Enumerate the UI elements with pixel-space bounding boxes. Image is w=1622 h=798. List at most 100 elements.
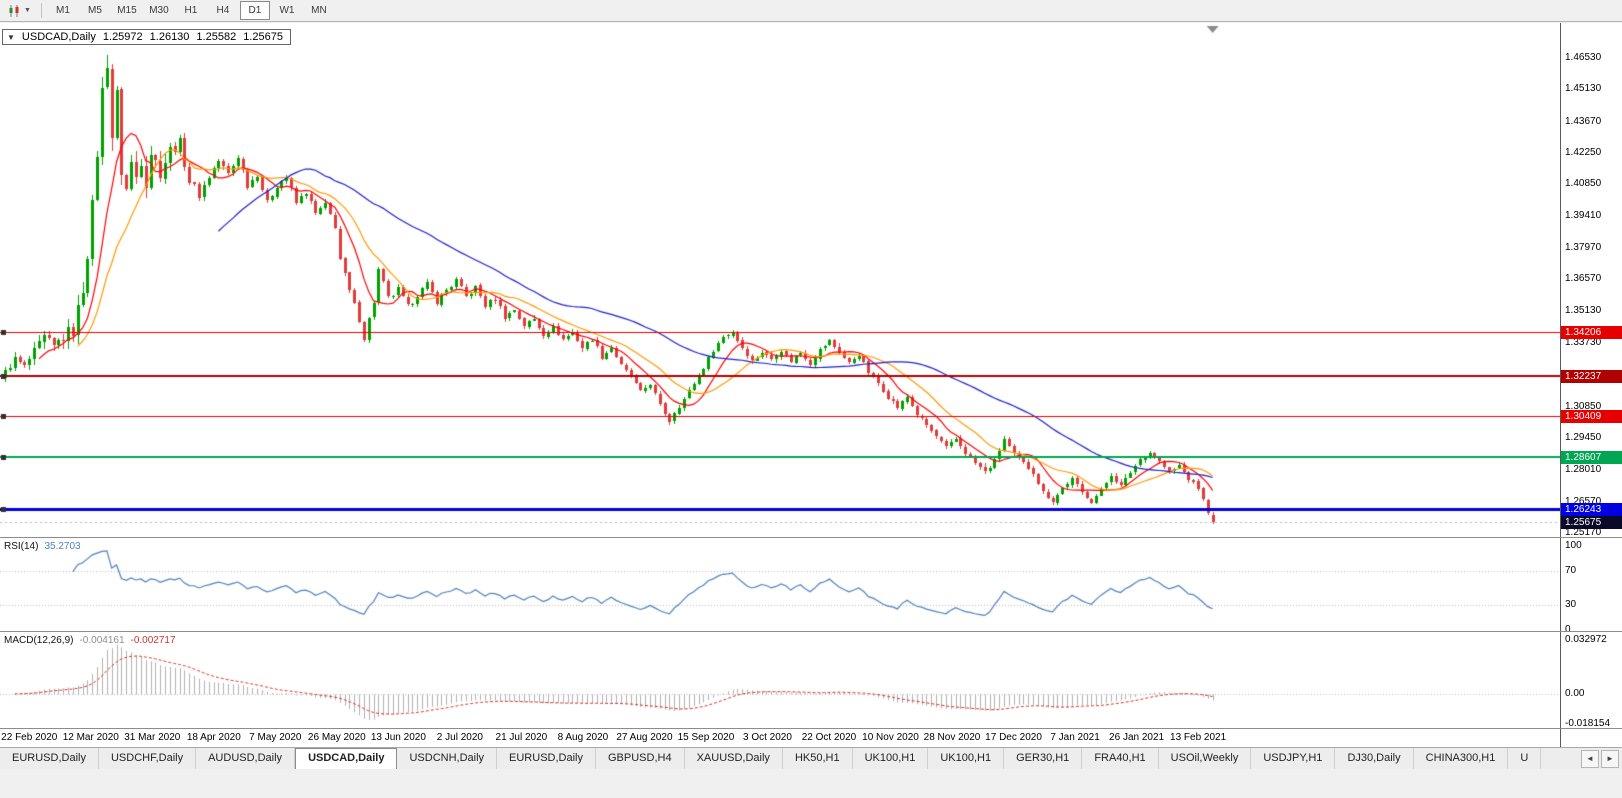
date-axis[interactable]: 22 Feb 2020 12 Mar 2020 31 Mar 2020 18 Apr … (0, 729, 1560, 747)
rsi-axis-label: 100 (1565, 540, 1582, 551)
price-axis-label: 1.39410 (1565, 210, 1602, 222)
date-axis-label: 17 Dec 2020 (985, 732, 1042, 743)
date-axis-label: 3 Oct 2020 (743, 732, 792, 743)
chart-tab-12-fra40-h1[interactable]: FRA40,H1 (1082, 748, 1159, 769)
level-price-tag: 1.30409 (1561, 410, 1622, 424)
price-axis-label: 1.40850 (1565, 178, 1602, 190)
toolbar: ▼ M1 M5 M15 M30 H1 H4 D1 W1 MN (0, 0, 1622, 22)
price-axis[interactable]: 1.46530 1.45130 1.43670 1.42250 1.40850 1.394… (1561, 23, 1622, 729)
chart-tab-6-gbpusd-h4[interactable]: GBPUSD,H4 (596, 748, 685, 769)
chart-tab-13-usoil-weekly[interactable]: USOil,Weekly (1159, 748, 1252, 769)
macd-label: MACD(12,26,9) -0.004161 -0.002717 (4, 635, 176, 646)
macd-signal-value: -0.002717 (130, 635, 176, 646)
chart-tab-8-hk50-h1[interactable]: HK50,H1 (783, 748, 853, 769)
level-price-tag: 1.26243 (1561, 503, 1622, 517)
macd-panel-canvas[interactable] (0, 632, 1560, 728)
toolbar-separator (40, 3, 42, 18)
chart-tab-0-eurusd-daily[interactable]: EURUSD,Daily (0, 748, 99, 769)
price-axis-label: 1.29450 (1565, 431, 1602, 443)
price-axis-label: 1.43670 (1565, 115, 1602, 127)
chart-tab-16-china300-h1[interactable]: CHINA300,H1 (1414, 748, 1509, 769)
price-axis-label: 1.45130 (1565, 83, 1602, 95)
chart-window: ▼ USDCAD,Daily 1.25972 1.26130 1.25582 1… (0, 23, 1622, 747)
date-axis-label: 26 Jan 2021 (1109, 732, 1165, 743)
ohlc-close: 1.25675 (243, 31, 283, 43)
timeframe-button-m30[interactable]: M30 (149, 5, 169, 16)
tab-navigation: ◄ ► (1581, 748, 1622, 769)
chart-tab-5-eurusd-daily[interactable]: EURUSD,Daily (497, 748, 596, 769)
timeframe-button-mn[interactable]: MN (311, 5, 327, 16)
chart-tab-2-audusd-daily[interactable]: AUDUSD,Daily (196, 748, 296, 769)
date-axis-label: 8 Aug 2020 (557, 732, 609, 743)
price-axis-label: 1.46530 (1565, 51, 1602, 63)
macd-name: MACD(12,26,9) (4, 635, 74, 646)
timeframe-button-m5[interactable]: M5 (87, 5, 102, 16)
price-axis-label: 1.35130 (1565, 305, 1602, 317)
price-axis-label: 1.26570 (1565, 495, 1602, 507)
date-axis-label: 26 May 2020 (307, 732, 366, 743)
date-axis-label: 13 Jun 2020 (370, 732, 426, 743)
panel-separator-dates[interactable] (0, 728, 1622, 729)
level-price-tag: 1.28607 (1561, 450, 1622, 464)
panel-separator-rsi[interactable] (0, 537, 1622, 538)
rsi-value: 35.2703 (44, 541, 81, 552)
macd-main-value: -0.004161 (79, 635, 125, 646)
timeframe-button-w1[interactable]: W1 (279, 5, 295, 16)
rsi-name: RSI(14) (4, 541, 39, 552)
chart-type-button[interactable]: ▼ (4, 2, 35, 20)
chart-tab-10-uk100-h1[interactable]: UK100,H1 (928, 748, 1005, 769)
date-axis-label: 12 Mar 2020 (62, 732, 119, 743)
timeframe-button-h1[interactable]: H1 (184, 5, 198, 16)
macd-axis-label: -0.018154 (1565, 718, 1611, 729)
rsi-axis-label: 70 (1565, 565, 1577, 577)
chart-tab-9-uk100-h1[interactable]: UK100,H1 (853, 748, 929, 769)
chart-tab-4-usdcnh-daily[interactable]: USDCNH,Daily (397, 748, 498, 769)
timeframe-button-d1[interactable]: D1 (239, 1, 270, 20)
chart-tab-7-xauusd-daily[interactable]: XAUUSD,Daily (685, 748, 783, 769)
level-price-tag: 1.34206 (1561, 326, 1622, 340)
timeframe-button-h4[interactable]: H4 (216, 5, 230, 16)
rsi-axis-label: 0 (1565, 624, 1571, 635)
date-axis-label: 7 May 2020 (249, 732, 302, 743)
candlestick-chart-icon (9, 4, 19, 17)
main-chart-canvas[interactable] (0, 23, 1560, 537)
level-price-tag: 1.32237 (1561, 369, 1622, 383)
price-axis-label: 1.30850 (1565, 400, 1602, 412)
macd-axis-label: 0.00 (1565, 688, 1585, 700)
ohlc-low: 1.25582 (196, 31, 237, 43)
chart-tab-17-u[interactable]: U (1508, 748, 1542, 769)
rsi-panel-canvas[interactable] (0, 538, 1560, 631)
timeframe-toolbar: M1 M5 M15 M30 H1 H4 D1 W1 MN (48, 1, 334, 20)
timeframe-button-m15[interactable]: M15 (117, 5, 137, 16)
timeframe-button-m1[interactable]: M1 (55, 5, 70, 16)
axis-divider (1560, 23, 1561, 747)
chart-ohlc-box[interactable]: ▼ USDCAD,Daily 1.25972 1.26130 1.25582 1… (2, 29, 291, 45)
date-axis-label: 13 Feb 2021 (1170, 732, 1227, 743)
date-axis-label: 15 Sep 2020 (677, 732, 735, 743)
price-axis-label: 1.25170 (1565, 526, 1602, 538)
rsi-axis-label: 30 (1565, 598, 1577, 610)
chart-tab-bar: EURUSD,Daily USDCHF,Daily AUDUSD,Daily USDC… (0, 747, 1622, 769)
chart-tab-15-dj30-daily[interactable]: DJ30,Daily (1335, 748, 1414, 769)
chart-tab-14-usdjpy-h1[interactable]: USDJPY,H1 (1251, 748, 1336, 769)
date-axis-label: 2 Jul 2020 (436, 732, 483, 743)
date-axis-label: 7 Jan 2021 (1050, 732, 1100, 743)
rsi-label: RSI(14) 35.2703 (4, 541, 81, 552)
collapse-arrow-icon: ▼ (7, 32, 15, 42)
chart-tabs: EURUSD,Daily USDCHF,Daily AUDUSD,Daily USDC… (0, 748, 1542, 769)
chart-tab-1-usdchf-daily[interactable]: USDCHF,Daily (99, 748, 197, 769)
date-axis-label: 21 Jul 2020 (495, 732, 548, 743)
chart-tab-3-usdcad-daily[interactable]: USDCAD,Daily (295, 748, 398, 769)
tabs-scroll-right-button[interactable]: ► (1601, 749, 1619, 768)
date-axis-label: 22 Feb 2020 (1, 732, 58, 743)
current-price-tag: 1.25675 (1561, 515, 1622, 529)
date-axis-label: 31 Mar 2020 (124, 732, 181, 743)
date-axis-label: 27 Aug 2020 (616, 732, 673, 743)
chart-tab-11-ger30-h1[interactable]: GER30,H1 (1004, 748, 1083, 769)
date-axis-label: 10 Nov 2020 (862, 732, 919, 743)
price-axis-label: 1.36570 (1565, 273, 1602, 285)
panel-separator-macd[interactable] (0, 631, 1622, 632)
tabs-scroll-left-button[interactable]: ◄ (1581, 749, 1599, 768)
date-axis-label: 28 Nov 2020 (923, 732, 981, 743)
